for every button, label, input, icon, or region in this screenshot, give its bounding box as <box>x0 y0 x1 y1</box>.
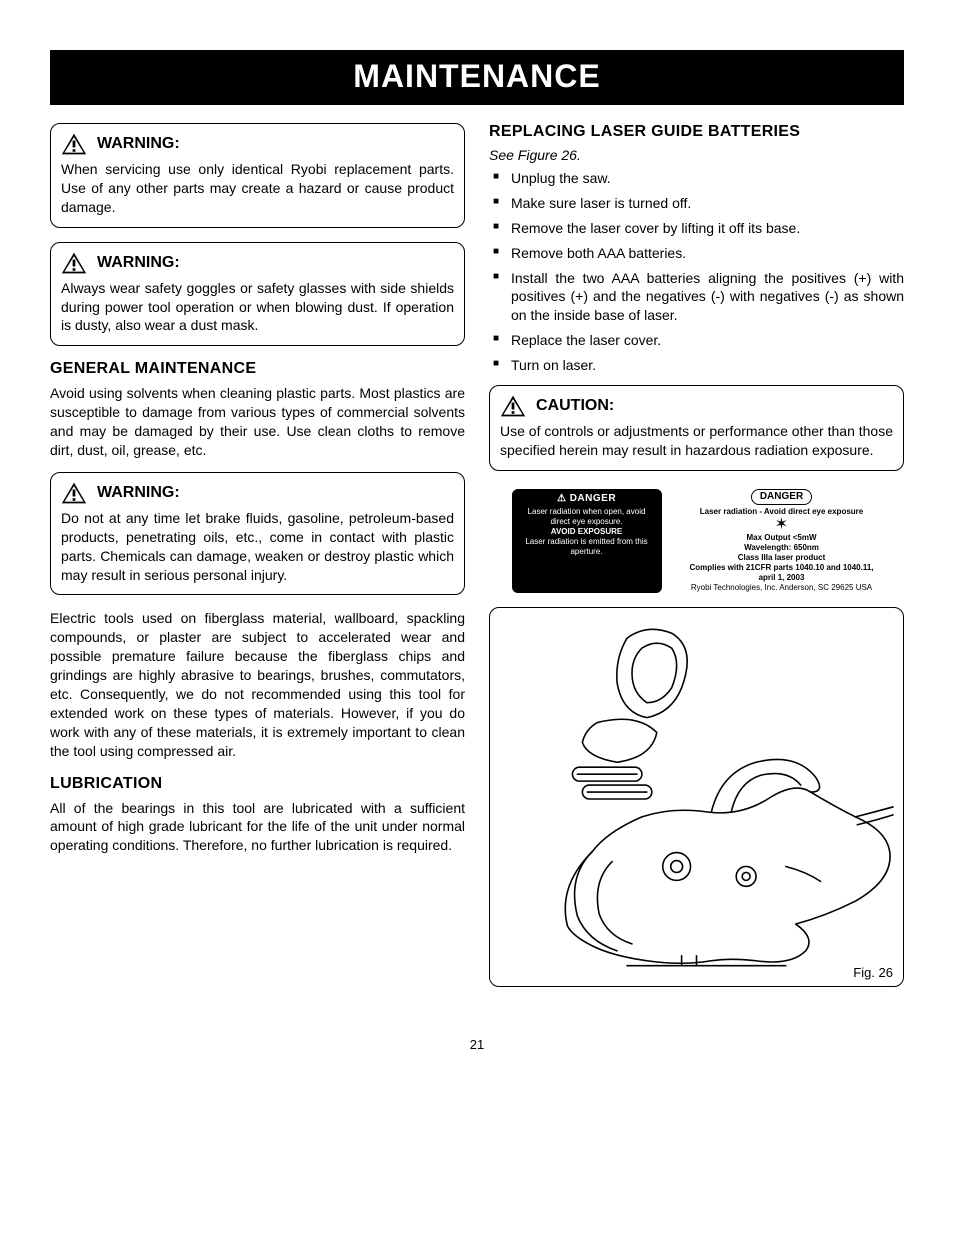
lubrication-heading: LUBRICATION <box>50 775 465 793</box>
danger-line: Wavelength: 650nm <box>682 543 882 553</box>
saw-illustration <box>498 616 895 978</box>
warning-text: Do not at any time let brake fluids, gas… <box>61 509 454 585</box>
danger-line: Class IIIa laser product <box>682 553 882 563</box>
figure-caption: Fig. 26 <box>853 965 893 980</box>
caution-label: CAUTION: <box>536 397 614 415</box>
figure-26-box: Fig. 26 <box>489 607 904 987</box>
warning-text: Always wear safety goggles or safety gla… <box>61 279 454 336</box>
danger-labels-row: DANGER Laser radiation when open, avoid … <box>489 489 904 594</box>
danger-line: Max Output <5mW <box>682 533 882 543</box>
steps-list: Unplug the saw. Make sure laser is turne… <box>489 169 904 375</box>
warning-box-2: WARNING: Always wear safety goggles or s… <box>50 242 465 347</box>
warning-label: WARNING: <box>97 254 180 272</box>
warning-icon <box>61 132 87 156</box>
danger-line: AVOID EXPOSURE <box>518 527 656 537</box>
step-item: Turn on laser. <box>489 356 904 375</box>
danger-line: Laser radiation when open, avoid direct … <box>518 507 656 527</box>
right-column: REPLACING LASER GUIDE BATTERIES See Figu… <box>489 123 904 987</box>
step-item: Make sure laser is turned off. <box>489 194 904 213</box>
step-item: Remove the laser cover by lifting it off… <box>489 219 904 238</box>
step-item: Unplug the saw. <box>489 169 904 188</box>
general-maintenance-heading: GENERAL MAINTENANCE <box>50 360 465 378</box>
caution-box: CAUTION: Use of controls or adjustments … <box>489 385 904 471</box>
general-paragraph-2: Electric tools used on fiberglass materi… <box>50 609 465 760</box>
danger-head: DANGER <box>518 493 656 506</box>
content-columns: WARNING: When servicing use only identic… <box>50 123 904 987</box>
banner-title: MAINTENANCE <box>50 50 904 105</box>
warning-icon <box>500 394 526 418</box>
warning-box-1: WARNING: When servicing use only identic… <box>50 123 465 228</box>
step-item: Remove both AAA batteries. <box>489 244 904 263</box>
step-item: Install the two AAA batteries aligning t… <box>489 269 904 326</box>
figure-reference: See Figure 26. <box>489 147 904 163</box>
warning-text: When servicing use only identical Ryobi … <box>61 160 454 217</box>
step-item: Replace the laser cover. <box>489 331 904 350</box>
page-number: 21 <box>50 1037 904 1052</box>
warning-icon <box>61 481 87 505</box>
laser-star-icon: ✶ <box>682 517 882 533</box>
warning-box-3: WARNING: Do not at any time let brake fl… <box>50 472 465 596</box>
lubrication-paragraph: All of the bearings in this tool are lub… <box>50 799 465 856</box>
replace-heading: REPLACING LASER GUIDE BATTERIES <box>489 123 904 141</box>
general-paragraph-1: Avoid using solvents when cleaning plast… <box>50 384 465 460</box>
danger-line: Laser radiation is emitted from this ape… <box>518 537 656 557</box>
danger-line: Complies with 21CFR parts 1040.10 and 10… <box>682 563 882 583</box>
warning-label: WARNING: <box>97 135 180 153</box>
left-column: WARNING: When servicing use only identic… <box>50 123 465 987</box>
danger-label-right: DANGER Laser radiation - Avoid direct ey… <box>682 489 882 594</box>
caution-text: Use of controls or adjustments or perfor… <box>500 422 893 460</box>
danger-pill: DANGER <box>751 489 812 506</box>
warning-icon <box>61 251 87 275</box>
warning-label: WARNING: <box>97 484 180 502</box>
danger-line: Ryobi Technologies, Inc. Anderson, SC 29… <box>682 583 882 593</box>
danger-label-left: DANGER Laser radiation when open, avoid … <box>512 489 662 594</box>
